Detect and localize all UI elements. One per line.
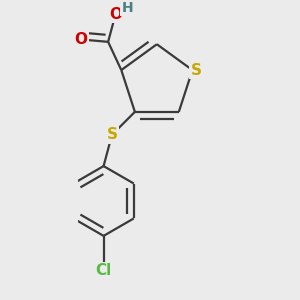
Text: Cl: Cl (95, 263, 112, 278)
Text: H: H (122, 1, 133, 15)
Text: O: O (74, 32, 87, 47)
Text: O: O (110, 7, 123, 22)
Text: S: S (106, 127, 118, 142)
Text: S: S (190, 63, 202, 78)
